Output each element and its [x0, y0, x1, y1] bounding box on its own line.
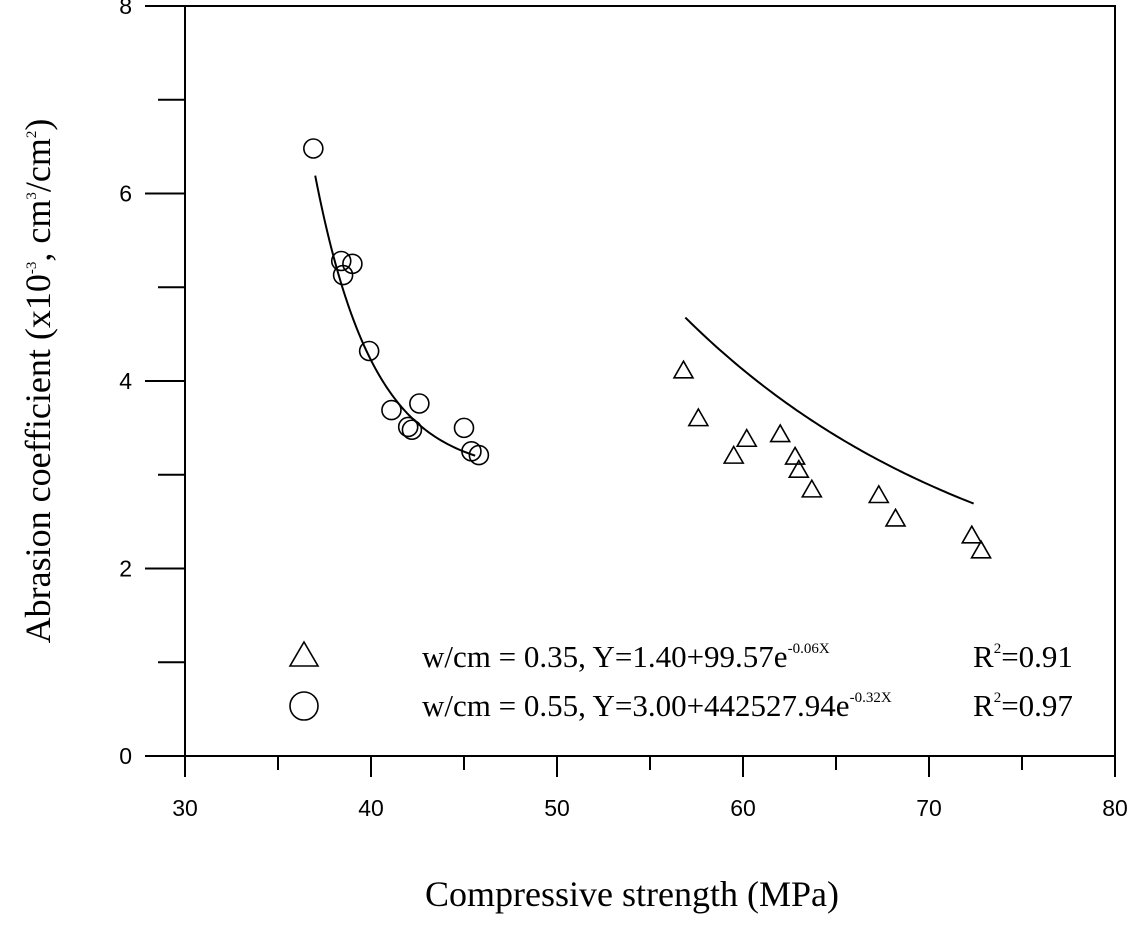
data-point-wcm035 [784, 445, 806, 465]
data-point-wcm035 [800, 478, 823, 498]
x-axis-title: Compressive strength (MPa) [425, 874, 839, 914]
legend-circle-marker [289, 691, 319, 721]
legend-r2-wcm035: R2=0.91 [973, 639, 1073, 674]
data-point-wcm035 [884, 507, 907, 527]
data-point-wcm055 [401, 419, 423, 441]
data-point-wcm055 [397, 416, 419, 438]
y-axis-title-exp1: -3 [24, 262, 40, 275]
legend-entry-wcm035: w/cm = 0.35, Y=1.40+99.57e-0.06X R2=0.91 [288, 639, 1073, 674]
fit-curve-wcm035 [684, 316, 975, 505]
data-point-wcm055 [453, 417, 475, 439]
legend-equation-wcm055: w/cm = 0.55, Y=3.00+442527.94e [422, 688, 850, 723]
legend-label-wcm035: w/cm = 0.35, Y=1.40+99.57e-0.06X [422, 639, 830, 674]
data-point-wcm055 [303, 138, 324, 159]
x-tick-label: 40 [358, 795, 384, 821]
data-points [303, 138, 992, 559]
data-point-wcm035 [960, 524, 983, 544]
data-point-wcm035 [970, 539, 992, 559]
y-tick-label: 6 [119, 181, 132, 207]
y-tick-label: 8 [119, 0, 132, 19]
y-axis: 0 2 4 6 8 [119, 0, 185, 769]
legend-r2-exp-wcm035: 2 [994, 641, 1002, 657]
data-point-wcm055 [358, 340, 380, 362]
data-point-wcm035 [735, 428, 758, 448]
y-tick-label: 2 [119, 556, 132, 582]
legend-r2-exp-wcm055: 2 [994, 690, 1002, 706]
data-point-wcm055 [330, 250, 352, 272]
x-tick-label: 50 [544, 795, 570, 821]
fit-curves [314, 175, 975, 505]
y-axis-title-middle: , cm [18, 200, 58, 262]
legend-equation-exp-wcm035: -0.06X [788, 641, 830, 657]
legend-equation-wcm035: w/cm = 0.35, Y=1.40+99.57e [422, 639, 788, 674]
y-axis-title-exp3: 2 [24, 131, 40, 139]
legend-r2-base-wcm055: R [973, 688, 994, 723]
legend-label-wcm055: w/cm = 0.55, Y=3.00+442527.94e-0.32X [422, 688, 892, 723]
y-tick-label: 0 [119, 743, 132, 769]
legend-triangle-marker [288, 640, 320, 667]
x-axis: 30 40 50 60 70 80 [172, 756, 1128, 821]
x-tick-label: 60 [730, 795, 756, 821]
data-point-wcm055 [409, 393, 430, 414]
legend: w/cm = 0.35, Y=1.40+99.57e-0.06X R2=0.91… [288, 639, 1073, 723]
y-axis-title-middle2: /cm [18, 138, 58, 192]
data-point-wcm035 [867, 484, 890, 504]
data-point-wcm055 [342, 253, 363, 275]
data-point-wcm035 [722, 444, 745, 464]
y-axis-title-exp2: 3 [24, 192, 40, 200]
data-point-wcm055 [381, 399, 402, 421]
fit-curve-wcm055 [314, 175, 476, 457]
legend-r2-base-wcm035: R [973, 639, 994, 674]
legend-equation-exp-wcm055: -0.32X [850, 690, 892, 706]
legend-r2-wcm055: R2=0.97 [973, 688, 1073, 723]
legend-entry-wcm055: w/cm = 0.55, Y=3.00+442527.94e-0.32X R2=… [289, 688, 1073, 723]
x-tick-label: 30 [172, 795, 198, 821]
data-point-wcm055 [468, 444, 490, 466]
y-axis-title-suffix: ) [18, 119, 58, 131]
data-point-wcm035 [672, 359, 695, 379]
legend-r2-value-wcm035: =0.91 [1001, 639, 1073, 674]
data-point-wcm055 [332, 264, 354, 286]
x-tick-label: 70 [916, 795, 942, 821]
x-tick-label: 80 [1102, 795, 1128, 821]
y-tick-label: 4 [119, 368, 132, 394]
y-axis-title: Abrasion coefficient (x10-3, cm3/cm2) [18, 119, 58, 644]
data-point-wcm035 [787, 458, 810, 478]
data-point-wcm035 [769, 423, 792, 443]
data-point-wcm035 [687, 407, 710, 427]
legend-r2-value-wcm055: =0.97 [1001, 688, 1073, 723]
y-axis-title-prefix: Abrasion coefficient (x10 [18, 274, 58, 643]
